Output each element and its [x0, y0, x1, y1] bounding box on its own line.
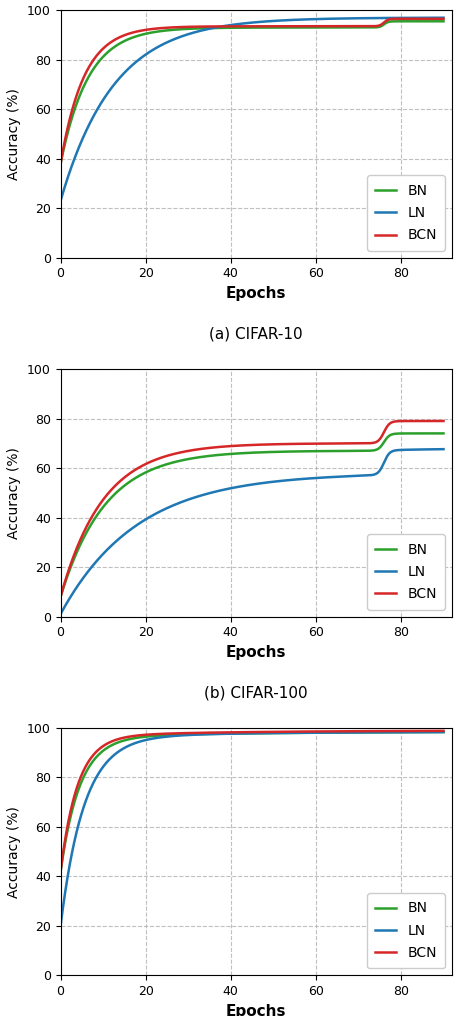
BN	[77, 538, 83, 551]
BN	[244, 727, 250, 740]
LN	[441, 726, 446, 739]
BN	[77, 779, 83, 791]
Line: BN: BN	[61, 21, 444, 164]
BN	[441, 428, 446, 440]
BCN	[77, 79, 83, 91]
LN	[58, 608, 63, 620]
LN	[359, 726, 365, 739]
BN	[234, 447, 240, 459]
BCN	[430, 13, 435, 25]
Line: BCN: BCN	[61, 19, 444, 164]
BCN	[429, 415, 435, 427]
BCN	[359, 437, 365, 449]
BCN	[430, 415, 435, 427]
LN	[441, 443, 446, 455]
BCN	[77, 772, 83, 784]
BN	[58, 866, 63, 878]
BCN	[441, 415, 446, 427]
BN	[441, 726, 446, 739]
LN	[429, 11, 435, 23]
Legend: BN, LN, BCN: BN, LN, BCN	[367, 534, 445, 610]
Legend: BN, LN, BCN: BN, LN, BCN	[367, 893, 445, 968]
LN	[234, 727, 240, 740]
Line: LN: LN	[61, 17, 444, 201]
BCN	[244, 726, 250, 739]
LN	[244, 480, 250, 492]
BN	[430, 726, 435, 739]
BN	[441, 15, 446, 27]
LN	[429, 726, 435, 739]
BCN	[244, 20, 250, 33]
LN	[441, 11, 446, 23]
Legend: BN, LN, BCN: BN, LN, BCN	[367, 176, 445, 251]
LN	[429, 443, 435, 455]
BCN	[359, 20, 365, 33]
X-axis label: Epochs: Epochs	[226, 645, 287, 659]
LN	[430, 11, 435, 23]
BCN	[441, 724, 446, 737]
BN	[429, 15, 435, 27]
Line: LN: LN	[61, 449, 444, 614]
BN	[359, 726, 365, 739]
BN	[359, 445, 365, 457]
BN	[244, 447, 250, 459]
Y-axis label: Accuracy (%): Accuracy (%)	[7, 88, 21, 180]
BCN	[77, 534, 83, 547]
BN	[429, 726, 435, 739]
BN	[430, 15, 435, 27]
BN	[234, 727, 240, 740]
BN	[429, 428, 435, 440]
Line: BCN: BCN	[61, 421, 444, 596]
LN	[244, 17, 250, 29]
LN	[234, 481, 240, 493]
BN	[244, 21, 250, 34]
Line: LN: LN	[61, 733, 444, 926]
BCN	[58, 157, 63, 170]
X-axis label: Epochs: Epochs	[226, 1004, 287, 1016]
BCN	[244, 439, 250, 451]
BCN	[58, 590, 63, 602]
Y-axis label: Accuracy (%): Accuracy (%)	[7, 806, 21, 897]
Text: (b) CIFAR-100: (b) CIFAR-100	[205, 686, 308, 701]
BN	[58, 157, 63, 170]
BCN	[359, 725, 365, 738]
BN	[430, 428, 435, 440]
BCN	[58, 866, 63, 878]
LN	[359, 469, 365, 482]
BCN	[234, 726, 240, 739]
Line: BN: BN	[61, 733, 444, 872]
BCN	[430, 724, 435, 737]
LN	[430, 443, 435, 455]
X-axis label: Epochs: Epochs	[226, 285, 287, 301]
Line: BN: BN	[61, 434, 444, 596]
Y-axis label: Accuracy (%): Accuracy (%)	[7, 447, 21, 538]
LN	[234, 18, 240, 30]
LN	[430, 726, 435, 739]
LN	[359, 12, 365, 24]
BCN	[429, 724, 435, 737]
BCN	[429, 13, 435, 25]
BCN	[234, 440, 240, 452]
Line: BCN: BCN	[61, 731, 444, 872]
LN	[244, 727, 250, 740]
BN	[58, 590, 63, 602]
LN	[77, 576, 83, 588]
LN	[58, 195, 63, 207]
LN	[77, 813, 83, 825]
Text: (a) CIFAR-10: (a) CIFAR-10	[210, 327, 303, 342]
LN	[77, 138, 83, 150]
BN	[359, 21, 365, 34]
BCN	[234, 20, 240, 33]
BN	[77, 88, 83, 101]
BN	[234, 21, 240, 34]
LN	[58, 919, 63, 932]
BCN	[441, 13, 446, 25]
